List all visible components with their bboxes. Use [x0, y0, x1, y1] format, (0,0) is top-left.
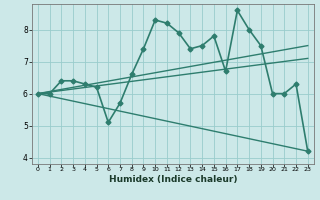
X-axis label: Humidex (Indice chaleur): Humidex (Indice chaleur) — [108, 175, 237, 184]
